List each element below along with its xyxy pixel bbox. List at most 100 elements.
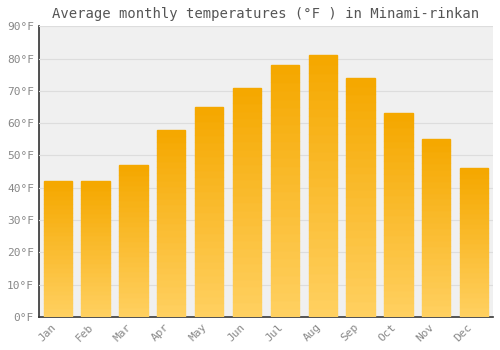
Bar [195,282,224,289]
Bar [119,312,148,317]
Bar [44,285,72,290]
Bar [157,248,186,254]
Bar [384,120,412,127]
Bar [308,169,337,177]
Bar [157,310,186,317]
Bar [82,294,110,299]
Bar [233,210,261,217]
Bar [460,307,488,312]
Bar [422,281,450,287]
Bar [460,213,488,218]
Bar [422,169,450,175]
Bar [119,165,148,170]
Bar [157,236,186,242]
Bar [384,154,412,161]
Bar [308,90,337,99]
Bar [346,166,375,174]
Bar [157,223,186,230]
Bar [384,168,412,174]
Bar [384,174,412,181]
Bar [384,242,412,249]
Bar [422,234,450,240]
Bar [460,267,488,272]
Bar [233,187,261,195]
Bar [233,156,261,164]
Bar [195,247,224,254]
Bar [233,103,261,111]
Bar [384,262,412,270]
Bar [44,190,72,195]
Bar [195,219,224,226]
Bar [82,208,110,213]
Bar [270,174,299,182]
Bar [270,292,299,300]
Bar [270,266,299,275]
Bar [422,157,450,163]
Bar [346,301,375,309]
Bar [460,302,488,307]
Bar [119,231,148,236]
Bar [460,272,488,277]
Bar [346,134,375,142]
Bar [195,254,224,261]
Bar [460,252,488,257]
Bar [346,285,375,293]
Bar [308,82,337,90]
Bar [270,233,299,241]
Bar [233,118,261,126]
Bar [82,312,110,317]
Bar [157,142,186,148]
Bar [44,231,72,236]
Bar [346,277,375,285]
Bar [157,130,186,136]
Bar [119,281,148,286]
Bar [270,107,299,116]
Bar [233,195,261,202]
Bar [119,241,148,246]
Bar [384,303,412,310]
Bar [44,272,72,276]
Bar [233,233,261,240]
Bar [157,211,186,217]
Bar [82,249,110,253]
Bar [270,132,299,141]
Bar [119,251,148,256]
Bar [119,246,148,251]
Bar [346,221,375,229]
Bar [157,304,186,310]
Bar [422,264,450,270]
Bar [82,262,110,267]
Bar [157,254,186,261]
Bar [384,147,412,154]
Bar [44,290,72,294]
Bar [384,141,412,147]
Bar [119,271,148,276]
Bar [82,308,110,312]
Bar [460,262,488,267]
Bar [233,202,261,210]
Bar [233,301,261,309]
Bar [82,199,110,204]
Bar [422,222,450,228]
Bar [308,99,337,108]
Bar [346,158,375,166]
Bar [308,125,337,134]
Bar [157,198,186,204]
Bar [157,261,186,267]
Bar [422,163,450,169]
Bar [460,247,488,252]
Bar [460,208,488,213]
Bar [157,279,186,286]
Bar [233,88,261,95]
Bar [119,216,148,221]
Bar [422,252,450,258]
Bar [346,78,375,86]
Bar [460,238,488,243]
Bar [384,296,412,303]
Bar [384,270,412,276]
Bar [195,261,224,268]
Bar [157,267,186,273]
Bar [460,203,488,208]
Bar [157,286,186,292]
Bar [270,166,299,174]
